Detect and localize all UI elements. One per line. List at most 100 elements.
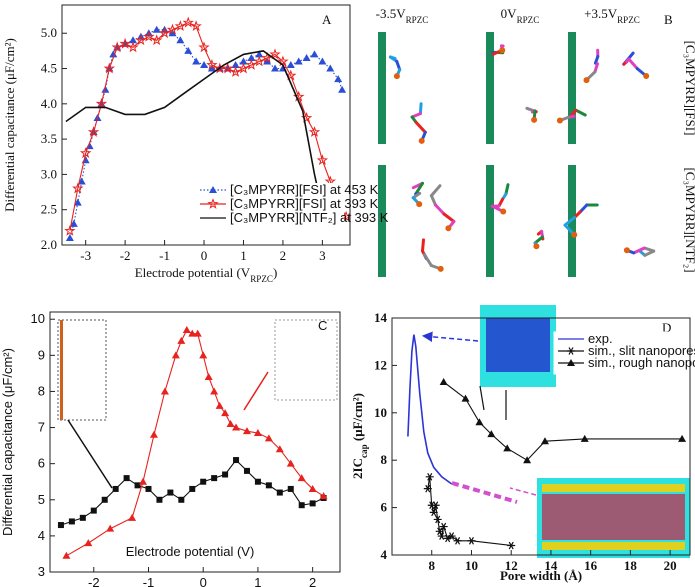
marker [145, 485, 152, 492]
marker [437, 532, 446, 540]
x-tick-label: -1 [143, 575, 155, 587]
legend-marker [209, 186, 217, 193]
marker [245, 58, 257, 70]
y-tick-label: 6 [38, 456, 45, 471]
marker [503, 444, 512, 452]
molecule-bond [578, 203, 589, 214]
molecule-bond [414, 181, 424, 196]
legend-label: [C₃MPYRR][FSI] at 393 K [230, 196, 379, 211]
marker [171, 351, 180, 359]
marker [90, 507, 97, 514]
marker [149, 430, 158, 438]
marker [233, 457, 240, 464]
marker [439, 522, 448, 531]
arrow [509, 487, 537, 496]
row-label: [C₃MPYRR][NTF₂] [683, 167, 695, 272]
x-tick-label: 0 [200, 575, 207, 587]
marker [207, 198, 219, 209]
panel-label: B [664, 12, 673, 27]
arrow [421, 331, 479, 343]
panel-b: -3.5VRPZC 0VRPZC +3.5VRPZC[C₃MPYRR][FSI][C… [376, 6, 695, 277]
marker [101, 85, 110, 93]
plot-frame [49, 311, 341, 573]
x-tick-label: 8 [428, 558, 435, 573]
marker [192, 57, 201, 65]
marker [109, 50, 118, 58]
marker [199, 351, 208, 359]
x-tick-label: 2 [280, 248, 287, 263]
marker [160, 387, 169, 395]
marker [68, 518, 75, 525]
y-tick-label: 2.5 [41, 202, 57, 217]
molecule-bond [442, 212, 456, 223]
marker [215, 401, 224, 409]
marker [134, 482, 141, 489]
y-axis-label-part: cap [359, 444, 369, 458]
marker [461, 394, 470, 402]
legend-label: sim., rough nanopores [588, 355, 695, 370]
marker [269, 48, 281, 60]
marker [316, 154, 329, 166]
x-tick-label: -3 [80, 248, 91, 263]
inset-image [542, 484, 685, 492]
marker [276, 489, 283, 496]
arrow [479, 385, 485, 411]
column-label-part: 0V [501, 6, 518, 21]
marker [507, 541, 516, 550]
legend-marker [567, 359, 575, 366]
marker [297, 474, 306, 482]
x-tick-label: 16 [584, 558, 598, 573]
marker [167, 489, 174, 496]
y-axis-label-part: 2IC [350, 458, 365, 479]
y-tick-label: 8 [38, 383, 45, 398]
marker [254, 478, 261, 485]
molecule-atom [533, 243, 540, 250]
marker [211, 475, 218, 482]
marker [222, 471, 229, 478]
molecule-bond [434, 203, 446, 216]
marker [255, 50, 264, 58]
marker [567, 359, 575, 366]
marker [275, 445, 284, 453]
marker [221, 62, 234, 74]
column-label-part: RPZC [617, 15, 640, 25]
y-tick-label: 2.0 [41, 237, 57, 252]
marker [176, 36, 185, 44]
marker [204, 373, 213, 380]
y-axis-label: Differential capacitance (μF/cm²) [2, 38, 17, 212]
x-tick-label: -2 [120, 248, 131, 263]
marker [106, 524, 115, 532]
marker [567, 347, 575, 355]
legend-marker [567, 347, 575, 355]
marker [425, 472, 434, 481]
molecule-atom [571, 231, 578, 238]
inset-image [542, 542, 685, 550]
marker [77, 177, 86, 185]
marker [435, 527, 444, 536]
molecule-bond [632, 246, 646, 255]
legend-marker [207, 198, 219, 209]
marker [200, 478, 207, 485]
marker [318, 57, 327, 65]
molecule-atom [437, 265, 444, 272]
molecule-bond [504, 183, 510, 196]
marker [190, 20, 202, 32]
marker [326, 64, 335, 72]
marker [150, 34, 163, 46]
marker [168, 29, 177, 37]
x-tick-label: 2 [309, 575, 316, 587]
marker [200, 61, 209, 68]
marker [229, 66, 242, 77]
marker [287, 485, 294, 492]
column-label: +3.5VRPZC [584, 6, 640, 25]
inset-image [542, 494, 685, 540]
marker [128, 513, 137, 521]
y-tick-label: 3.0 [41, 166, 57, 181]
x-axis-label-part: Electrode potential (V [135, 265, 251, 280]
marker [453, 536, 462, 545]
y-axis-label: Differential capacitance (μF/cm²) [0, 348, 15, 536]
marker [79, 147, 92, 159]
marker [309, 500, 316, 507]
column-label: -3.5VRPZC [376, 6, 429, 25]
marker [523, 456, 532, 464]
